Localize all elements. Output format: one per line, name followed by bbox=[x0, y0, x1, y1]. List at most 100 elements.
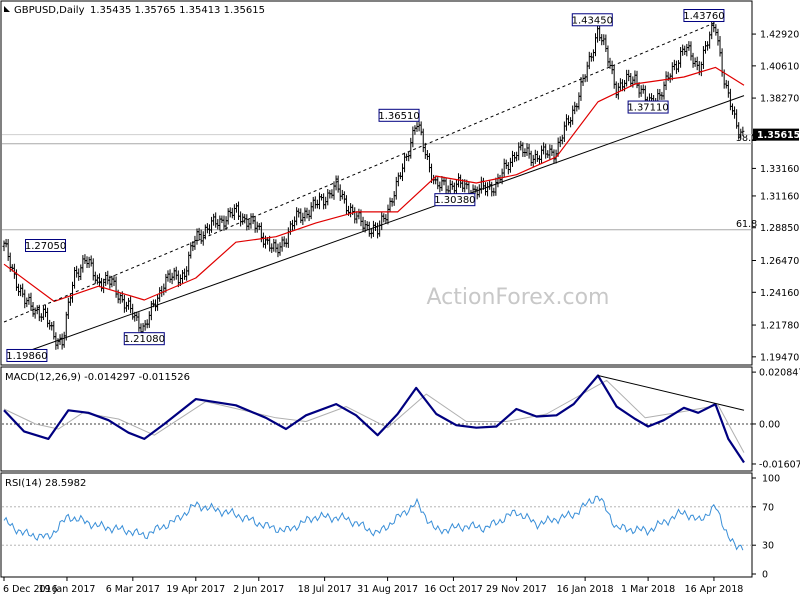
price-bar bbox=[658, 89, 662, 100]
price-bar bbox=[118, 292, 122, 304]
price-bar bbox=[689, 41, 693, 61]
channel-line-dashed bbox=[3, 22, 716, 323]
price-bar bbox=[716, 28, 720, 46]
price-bar bbox=[46, 307, 50, 328]
price-bar bbox=[394, 176, 398, 200]
price-bar bbox=[540, 145, 544, 164]
price-bar bbox=[548, 144, 552, 160]
price-bar bbox=[156, 294, 160, 311]
price-bar bbox=[232, 204, 236, 221]
x-tick-label: 2 Jun 2017 bbox=[233, 584, 284, 595]
price-bar bbox=[322, 193, 326, 210]
price-bar bbox=[89, 255, 93, 267]
price-bar bbox=[114, 276, 118, 298]
price-bar bbox=[392, 191, 396, 206]
price-bar bbox=[147, 311, 151, 328]
price-bar bbox=[728, 88, 732, 111]
price-bar bbox=[614, 81, 618, 99]
dropdown-triangle-icon[interactable] bbox=[4, 6, 10, 12]
price-bar bbox=[212, 213, 216, 226]
price-bar bbox=[436, 177, 440, 190]
macd-trendline bbox=[597, 374, 745, 411]
price-bar bbox=[282, 236, 286, 247]
price-bar bbox=[143, 320, 147, 331]
price-bar bbox=[226, 208, 230, 225]
price-bar bbox=[278, 242, 282, 256]
price-bar bbox=[454, 179, 458, 196]
price-bar bbox=[251, 213, 255, 225]
price-bar bbox=[247, 219, 251, 230]
price-bar bbox=[388, 197, 392, 213]
price-bar bbox=[612, 65, 616, 89]
price-bar bbox=[637, 82, 641, 98]
price-bar bbox=[21, 283, 25, 298]
price-bar bbox=[100, 277, 104, 292]
price-bar bbox=[91, 258, 95, 281]
price-bar bbox=[741, 126, 745, 137]
price-bar bbox=[444, 177, 448, 195]
price-bar bbox=[261, 232, 265, 248]
x-tick-label: 31 Aug 2017 bbox=[357, 584, 418, 595]
price-bar bbox=[409, 137, 413, 159]
price-bar bbox=[241, 213, 245, 225]
price-bar bbox=[517, 142, 521, 161]
price-bar bbox=[317, 192, 321, 210]
price-bar bbox=[106, 270, 110, 285]
price-bar bbox=[185, 266, 189, 281]
price-bar bbox=[79, 264, 83, 281]
price-label: 1.43760 bbox=[683, 9, 725, 23]
price-bar bbox=[174, 266, 178, 280]
price-bar bbox=[77, 268, 81, 281]
price-bar bbox=[342, 191, 346, 204]
macd-main-line bbox=[3, 374, 745, 464]
channel-line-solid bbox=[26, 95, 745, 352]
price-bar bbox=[137, 312, 141, 332]
price-bar bbox=[575, 103, 579, 112]
price-bar bbox=[64, 311, 68, 341]
price-bar bbox=[564, 114, 568, 131]
price-bar bbox=[380, 211, 384, 231]
rsi-panel-frame bbox=[0, 472, 753, 578]
price-bar bbox=[349, 203, 353, 218]
price-bar bbox=[535, 150, 539, 162]
price-label: 1.37110 bbox=[627, 100, 669, 114]
price-bar bbox=[170, 272, 174, 285]
price-y-tick-label: 1.26470 bbox=[760, 256, 799, 267]
price-bar bbox=[23, 289, 27, 309]
price-layer: 38.2 61.8 1.19860 1.27050 1.21080 1.36510 1.30… bbox=[2, 9, 757, 362]
price-bar bbox=[440, 175, 444, 192]
price-label-box bbox=[25, 239, 67, 253]
price-bar bbox=[618, 78, 622, 91]
price-bar bbox=[606, 45, 610, 67]
price-bar bbox=[110, 275, 114, 288]
price-bar bbox=[677, 60, 681, 73]
level-label: 38.2 bbox=[736, 133, 757, 144]
price-bar bbox=[417, 120, 421, 132]
price-bar bbox=[510, 150, 514, 167]
price-bar bbox=[633, 70, 637, 85]
price-bar bbox=[398, 172, 402, 180]
level-label: 61.8 bbox=[736, 219, 757, 230]
price-bar bbox=[301, 212, 305, 226]
price-bar bbox=[183, 268, 187, 280]
price-bar bbox=[425, 150, 429, 160]
price-bar bbox=[295, 207, 299, 226]
price-bar bbox=[683, 45, 687, 56]
price-bar bbox=[670, 62, 674, 81]
price-bar bbox=[305, 207, 309, 219]
price-panel-frame bbox=[0, 0, 753, 366]
price-y-tick-label: 1.19470 bbox=[760, 352, 799, 363]
price-bar bbox=[280, 236, 284, 252]
price-bar bbox=[552, 149, 556, 163]
price-bar bbox=[639, 85, 643, 97]
price-y-tick-label: 1.38270 bbox=[760, 94, 799, 105]
price-label-box bbox=[123, 332, 165, 346]
rsi-y-tick-label: 30 bbox=[762, 541, 774, 552]
price-bar bbox=[525, 143, 529, 156]
x-tick-label: 16 Jan 2018 bbox=[557, 584, 614, 595]
price-bar bbox=[486, 182, 490, 197]
axis-layer: 1.429201.406101.382701.355401.331601.311… bbox=[3, 30, 800, 595]
macd-y-tick-label: 0.00 bbox=[759, 419, 780, 430]
price-bar bbox=[4, 238, 8, 248]
price-bar bbox=[521, 142, 525, 157]
